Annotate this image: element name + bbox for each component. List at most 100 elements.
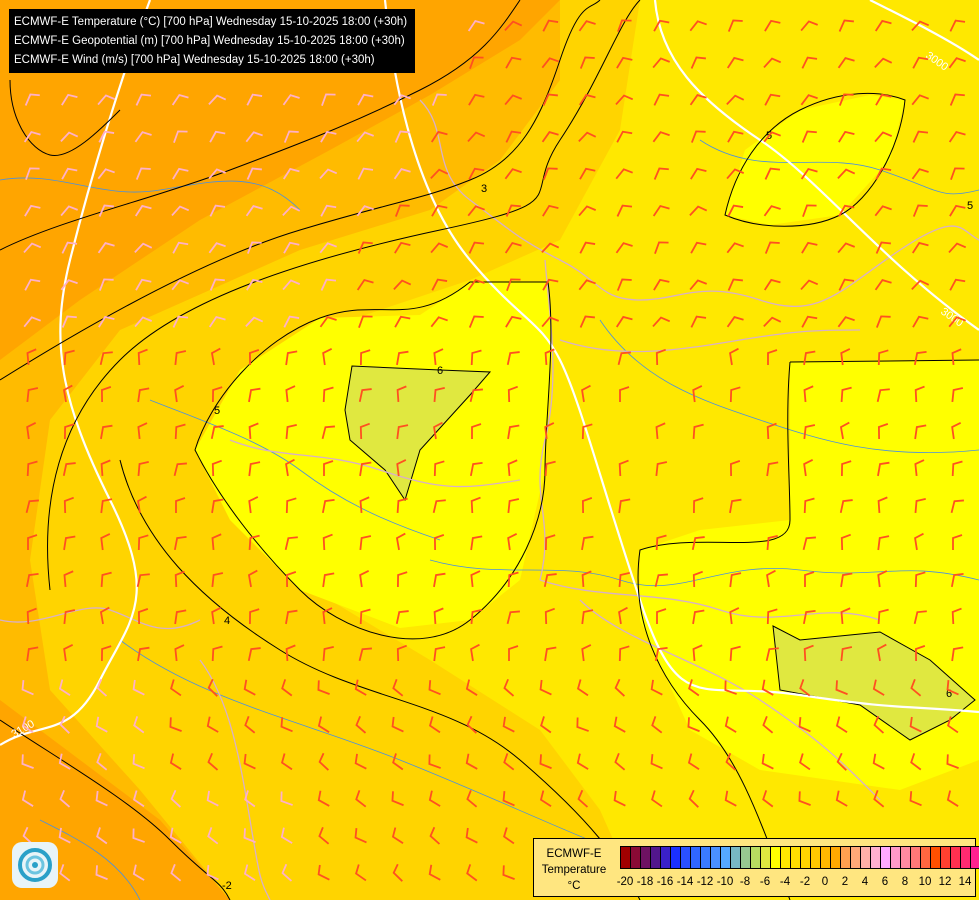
wind-barb	[911, 168, 929, 180]
wind-barb	[729, 645, 741, 662]
legend-swatch	[821, 847, 831, 868]
wind-barb	[544, 348, 555, 366]
wind-barb	[280, 791, 293, 806]
wind-barb	[433, 348, 444, 366]
legend-swatch	[911, 847, 921, 868]
wind-barb	[951, 348, 962, 366]
wind-barb	[581, 644, 592, 662]
wind-barb	[507, 533, 518, 551]
wind-barb	[285, 570, 297, 588]
wind-barb	[96, 678, 108, 697]
legend-swatch	[621, 847, 631, 868]
wind-barb	[280, 827, 293, 844]
wind-barb	[21, 680, 34, 696]
wind-barb	[59, 789, 71, 808]
wind-barb	[950, 499, 964, 514]
wind-barb	[692, 385, 703, 403]
wind-barb	[465, 827, 478, 844]
wind-barb	[428, 790, 441, 807]
wind-barb	[541, 242, 560, 254]
wind-barb	[914, 424, 927, 440]
wind-barb	[911, 20, 930, 32]
wind-barb	[26, 422, 37, 440]
wind-barb	[137, 387, 150, 403]
wind-barb	[724, 716, 737, 733]
legend-swatch	[921, 847, 931, 868]
wind-barb	[618, 606, 628, 625]
wind-barb	[763, 205, 781, 217]
wind-barb	[391, 716, 404, 733]
wind-barb	[95, 865, 108, 881]
legend-swatch	[651, 847, 661, 868]
wind-barb	[359, 422, 370, 440]
wind-barb	[581, 423, 593, 440]
wind-barb	[470, 570, 481, 588]
wind-barb	[470, 643, 480, 662]
wind-barb	[799, 679, 811, 697]
legend-tick-label: -10	[716, 876, 734, 888]
wind-barb	[206, 865, 219, 881]
wind-barb	[318, 752, 330, 771]
wind-barb	[322, 645, 334, 662]
wind-barb	[98, 315, 115, 328]
wind-barb	[838, 278, 855, 291]
wind-barb	[357, 167, 374, 180]
wind-barb	[100, 498, 113, 514]
wind-barb	[433, 421, 443, 440]
legend-swatch	[971, 847, 979, 868]
wind-barb	[503, 678, 515, 697]
wind-barb	[211, 386, 223, 403]
wind-barb	[245, 316, 264, 328]
wind-barb	[655, 534, 667, 551]
temp-label: 6	[946, 688, 952, 700]
temp-label: 6	[437, 365, 443, 377]
wind-barb	[505, 130, 522, 143]
wind-barb	[800, 94, 818, 106]
wind-barb	[173, 130, 188, 143]
legend-swatch	[721, 847, 731, 868]
wind-barb	[359, 461, 372, 477]
wind-barb	[354, 679, 367, 696]
wind-barb	[173, 535, 187, 551]
wind-barb	[655, 422, 666, 440]
wind-barb	[318, 826, 330, 845]
wind-barb	[396, 644, 407, 662]
wind-barb	[60, 131, 79, 143]
wind-barb	[912, 204, 928, 217]
wind-barb	[502, 716, 515, 733]
wind-barb	[615, 315, 633, 328]
wind-barb	[211, 533, 222, 551]
legend-swatch	[671, 847, 681, 868]
wind-barb	[173, 462, 187, 477]
wind-barb	[576, 753, 589, 770]
wind-barb	[910, 753, 922, 771]
wind-barb	[396, 385, 407, 403]
wind-barb	[467, 279, 485, 291]
wind-barb	[396, 497, 408, 514]
wind-barb	[134, 316, 153, 328]
wind-barb	[22, 826, 34, 845]
wind-barb	[322, 386, 334, 403]
wind-barb	[581, 609, 594, 625]
wind-barb	[616, 56, 633, 69]
wind-barb	[282, 167, 300, 180]
wind-barb	[877, 608, 889, 625]
wind-barb	[169, 827, 182, 844]
legend-tick-label: -18	[636, 876, 654, 888]
wind-barb	[208, 315, 226, 328]
wind-barb	[244, 716, 256, 734]
wind-barb	[689, 205, 708, 217]
wind-barb	[836, 752, 847, 771]
legend-tick-label: 6	[881, 876, 889, 888]
wind-barb	[357, 93, 374, 106]
wind-barb	[317, 864, 330, 881]
wind-barb	[466, 715, 478, 734]
wind-barb	[63, 535, 76, 551]
wind-barb	[206, 716, 219, 733]
legend-swatch	[961, 847, 971, 868]
wind-barb	[840, 533, 851, 551]
wind-barb	[100, 459, 111, 477]
wind-barb	[692, 423, 704, 440]
wind-barb	[132, 790, 145, 808]
wind-barb	[433, 533, 445, 551]
